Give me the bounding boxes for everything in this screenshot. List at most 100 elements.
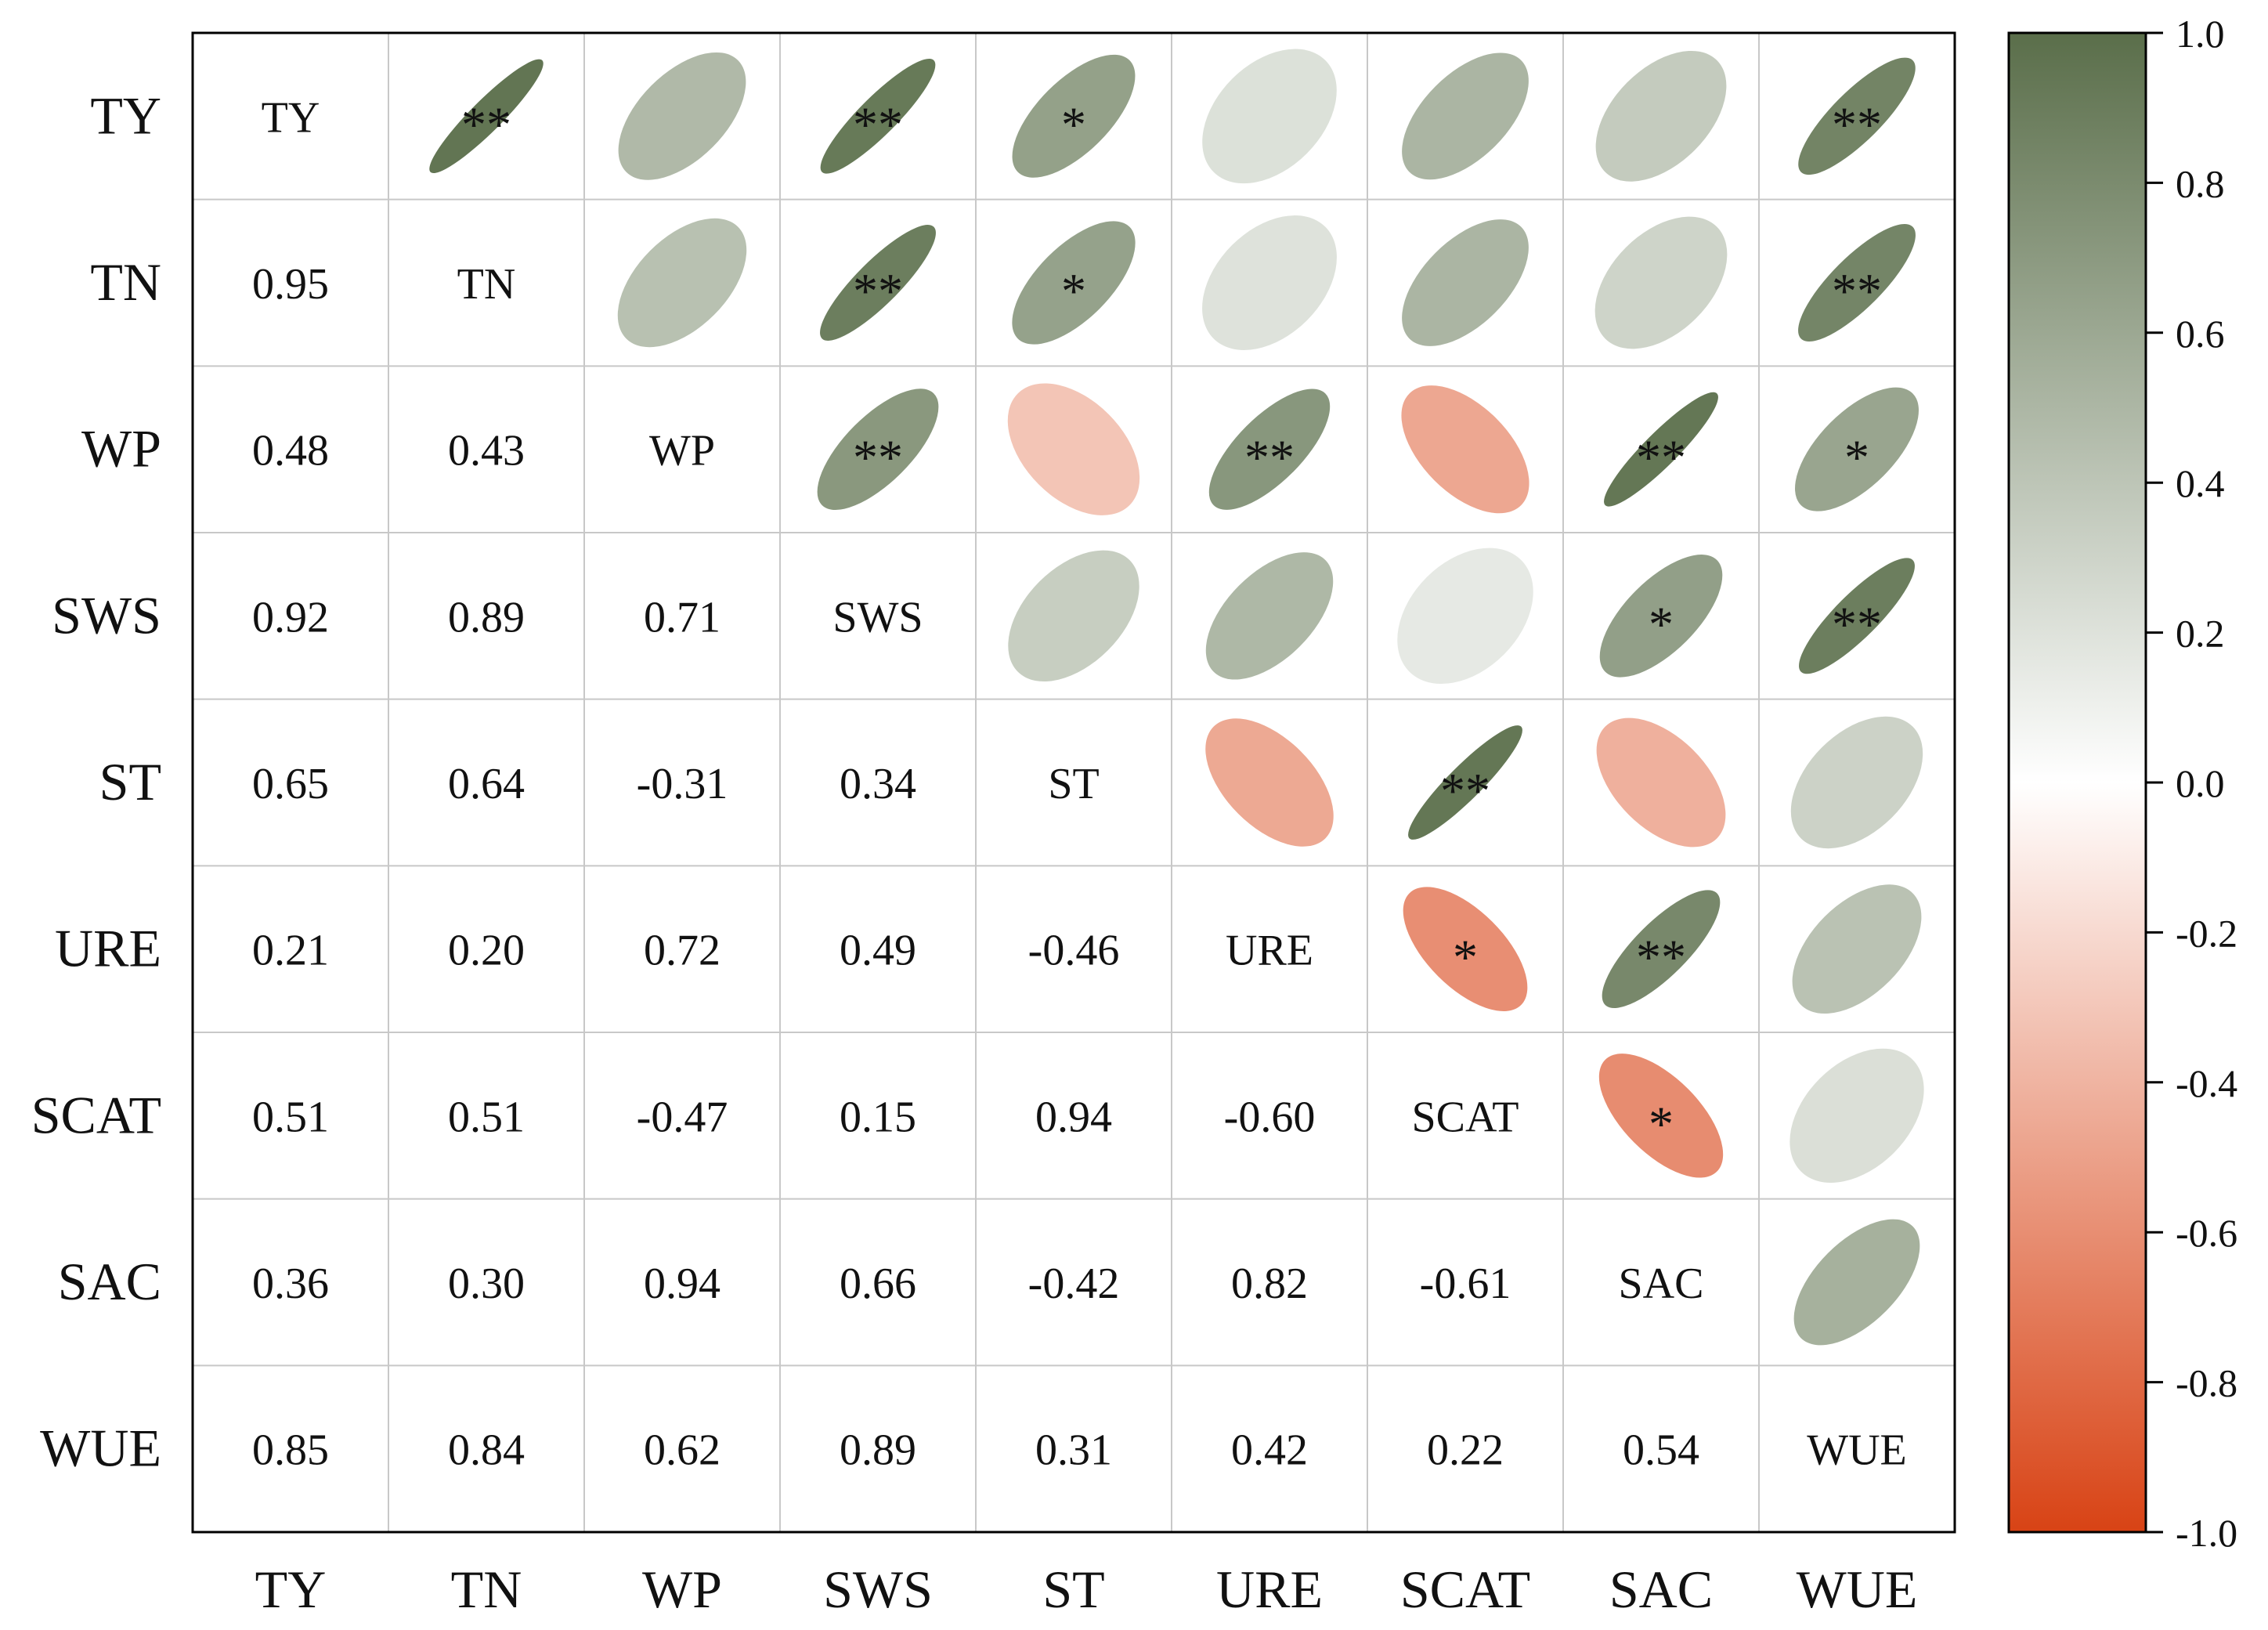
correlation-value-label: 0.94 bbox=[644, 1260, 720, 1308]
correlation-value-label: 0.64 bbox=[448, 760, 525, 808]
correlation-ellipse bbox=[1208, 389, 1331, 510]
correlation-value-label: 0.72 bbox=[644, 927, 720, 975]
significance-marker: ** bbox=[1244, 430, 1295, 486]
correlation-ellipse bbox=[1403, 887, 1528, 1011]
colorbar-tick-label: -0.6 bbox=[2176, 1211, 2237, 1255]
significance-marker: * bbox=[1061, 96, 1086, 152]
correlation-value-label: 0.31 bbox=[1035, 1426, 1112, 1475]
colorbar-tick-label: -1.0 bbox=[2176, 1511, 2237, 1555]
diagonal-label: SWS bbox=[832, 593, 923, 642]
column-label: TN bbox=[451, 1560, 522, 1619]
correlation-value-label: 0.51 bbox=[448, 1093, 525, 1141]
correlation-ellipse bbox=[1408, 725, 1522, 840]
correlation-value-label: 0.22 bbox=[1427, 1426, 1504, 1475]
diagonal-label: SAC bbox=[1619, 1260, 1704, 1308]
significance-marker: ** bbox=[1832, 96, 1882, 152]
significance-marker: ** bbox=[1636, 930, 1686, 985]
column-labels: TY TN WP SWS ST URE SCAT SAC WUE bbox=[255, 1560, 1918, 1619]
correlation-ellipse bbox=[1596, 717, 1726, 848]
row-label: WUE bbox=[40, 1419, 161, 1478]
correlation-value-label: 0.94 bbox=[1035, 1093, 1112, 1141]
correlation-value-label: 0.51 bbox=[252, 1093, 329, 1141]
correlation-value-label: -0.42 bbox=[1028, 1260, 1120, 1308]
correlation-value-label: 0.15 bbox=[840, 1093, 916, 1141]
colorbar-tick-label: 1.0 bbox=[2176, 12, 2225, 56]
column-label: URE bbox=[1216, 1560, 1323, 1619]
significance-marker: ** bbox=[853, 430, 903, 486]
grid-lines bbox=[193, 33, 1955, 1532]
diagonal-label: TY bbox=[262, 93, 320, 142]
diagonal-label: TN bbox=[457, 260, 516, 309]
correlation-value-label: 0.65 bbox=[252, 760, 329, 808]
correlation-value-label: 0.30 bbox=[448, 1260, 525, 1308]
correlation-value-label: 0.84 bbox=[448, 1426, 525, 1475]
colorbar-tick-label: -0.2 bbox=[2176, 911, 2237, 955]
colorbar-tick-label: -0.4 bbox=[2176, 1061, 2237, 1105]
correlation-value-label: 0.48 bbox=[252, 427, 329, 475]
correlation-value-label: 0.82 bbox=[1231, 1260, 1308, 1308]
correlation-value-label: 0.62 bbox=[644, 1426, 720, 1475]
column-label: SAC bbox=[1609, 1560, 1713, 1619]
correlation-ellipse bbox=[1595, 50, 1727, 182]
correlation-ellipse bbox=[1202, 49, 1337, 184]
column-label: SCAT bbox=[1400, 1560, 1530, 1619]
correlation-value-label: 0.71 bbox=[644, 593, 720, 642]
correlation-ellipse bbox=[817, 389, 939, 511]
correlation-value-label: -0.60 bbox=[1224, 1093, 1316, 1141]
correlation-value-label: 0.21 bbox=[252, 927, 329, 975]
correlation-ellipse bbox=[1795, 387, 1919, 511]
correlation-ellipse bbox=[1598, 1054, 1724, 1178]
correlation-ellipse bbox=[1012, 221, 1136, 345]
colorbar: 1.0 0.8 0.6 0.4 0.2 0.0 -0.2 -0.4 -0.6 -0.8 -1.0 bbox=[2007, 12, 2237, 1555]
correlation-value-label: 0.92 bbox=[252, 593, 329, 642]
correlation-value-label: 0.66 bbox=[840, 1260, 916, 1308]
correlation-ellipse bbox=[820, 58, 936, 174]
correlation-ellipse bbox=[618, 52, 746, 180]
diagonal-label: WUE bbox=[1807, 1426, 1907, 1475]
column-label: WUE bbox=[1797, 1560, 1918, 1619]
correlation-ellipse bbox=[1793, 1219, 1920, 1346]
correlation-ellipse bbox=[1799, 558, 1915, 674]
row-labels: TY TN WP SWS ST URE SCAT SAC WUE bbox=[31, 85, 161, 1477]
row-label: WP bbox=[81, 419, 161, 479]
row-label: SWS bbox=[52, 585, 161, 645]
correlation-value-label: 0.54 bbox=[1623, 1426, 1699, 1475]
colorbar-tick-label: -0.8 bbox=[2176, 1361, 2237, 1405]
correlation-ellipse bbox=[429, 59, 544, 174]
row-label: SCAT bbox=[31, 1085, 161, 1144]
colorbar-tick-label: 0.4 bbox=[2176, 461, 2225, 505]
colorbar-tick-label: 0.8 bbox=[2176, 161, 2225, 205]
significance-marker: * bbox=[1844, 430, 1869, 486]
correlation-value-label: 0.34 bbox=[840, 760, 916, 808]
correlation-value-label: 0.89 bbox=[840, 1426, 916, 1475]
plot-border bbox=[191, 31, 1956, 1534]
significance-marker: * bbox=[1649, 596, 1674, 652]
correlation-ellipse bbox=[1008, 550, 1139, 682]
correlation-ellipse bbox=[1205, 718, 1334, 847]
correlation-ellipse bbox=[1402, 52, 1529, 180]
diagonal-label: SCAT bbox=[1412, 1093, 1519, 1141]
column-label: TY bbox=[255, 1560, 327, 1619]
colorbar-ticks: 1.0 0.8 0.6 0.4 0.2 0.0 -0.2 -0.4 -0.6 -0.8 -1.0 bbox=[2146, 12, 2237, 1555]
correlation-ellipse bbox=[1792, 884, 1922, 1014]
correlation-value-label: 0.95 bbox=[252, 260, 329, 309]
correlation-value-label: -0.46 bbox=[1028, 927, 1120, 975]
correlation-value-label: -0.61 bbox=[1420, 1260, 1511, 1308]
significance-marker: ** bbox=[1832, 596, 1882, 652]
correlation-value-label: 0.89 bbox=[448, 593, 525, 642]
correlation-ellipse bbox=[1402, 219, 1529, 346]
matrix-cells: TY ** ** * **0.95 TN ** * **0.48 0.43 WP ** ** ** *0.9… bbox=[252, 49, 1924, 1475]
row-label: TY bbox=[90, 85, 161, 145]
correlation-ellipse bbox=[1798, 57, 1916, 175]
significance-marker: ** bbox=[853, 263, 903, 319]
significance-marker: * bbox=[1649, 1096, 1674, 1151]
significance-marker: * bbox=[1453, 930, 1478, 985]
row-label: TN bbox=[90, 252, 161, 312]
correlation-value-label: 0.85 bbox=[252, 1426, 329, 1475]
significance-marker: ** bbox=[853, 96, 903, 152]
column-label: WP bbox=[642, 1560, 722, 1619]
significance-marker: ** bbox=[461, 96, 511, 152]
correlation-ellipse bbox=[1594, 216, 1728, 349]
correlation-ellipse bbox=[1397, 548, 1533, 685]
